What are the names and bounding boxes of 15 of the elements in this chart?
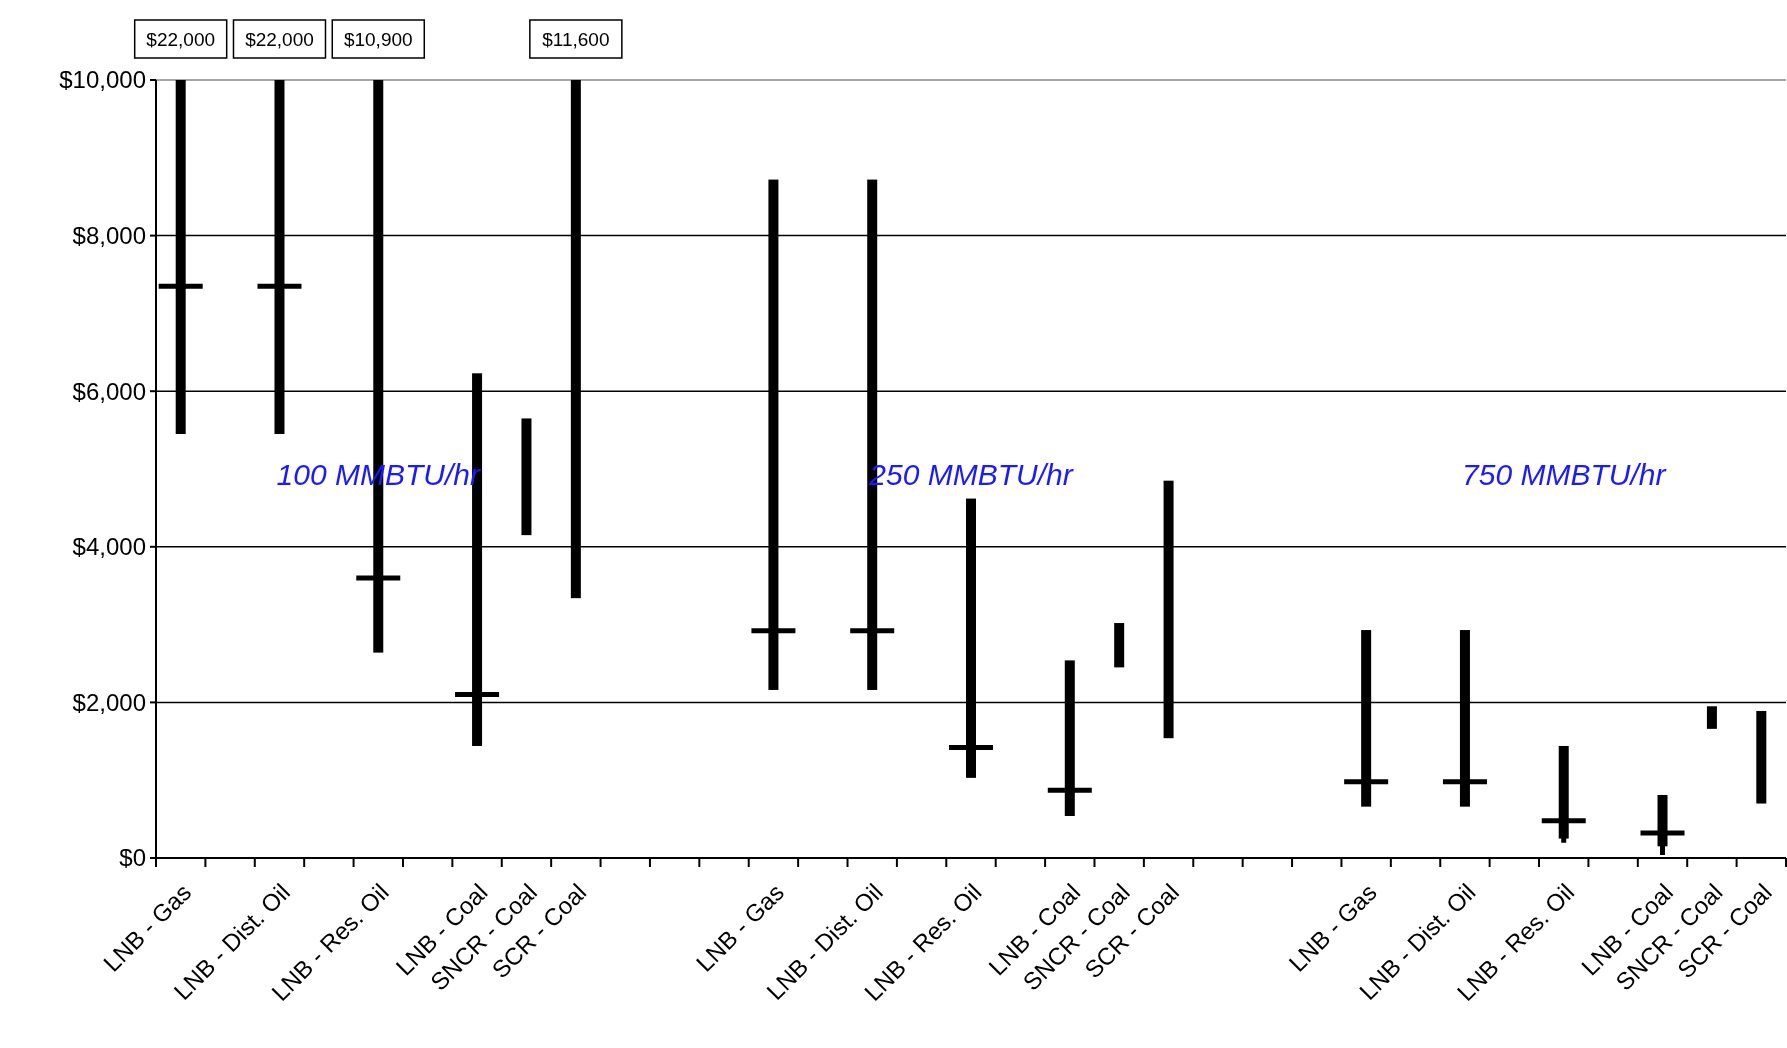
bar <box>1756 710 1767 804</box>
bar <box>521 418 532 536</box>
y-tick-label: $8,000 <box>72 222 146 249</box>
bar <box>1706 706 1717 729</box>
annotation: $22,000 <box>146 28 216 50</box>
y-tick-label: $4,000 <box>72 533 146 561</box>
annotation: $10,900 <box>343 28 413 50</box>
annotation: 750 MMBTU/hr <box>1462 457 1667 491</box>
y-tick-label: $2,000 <box>72 688 146 716</box>
y-tick-label: $0 <box>119 844 146 872</box>
annotation: $22,000 <box>245 28 314 50</box>
y-tick-label: $10,000 <box>59 66 146 94</box>
y-tick-label: $6,000 <box>72 377 146 405</box>
annotation: $11,600 <box>542 28 610 50</box>
bar <box>1114 623 1125 668</box>
